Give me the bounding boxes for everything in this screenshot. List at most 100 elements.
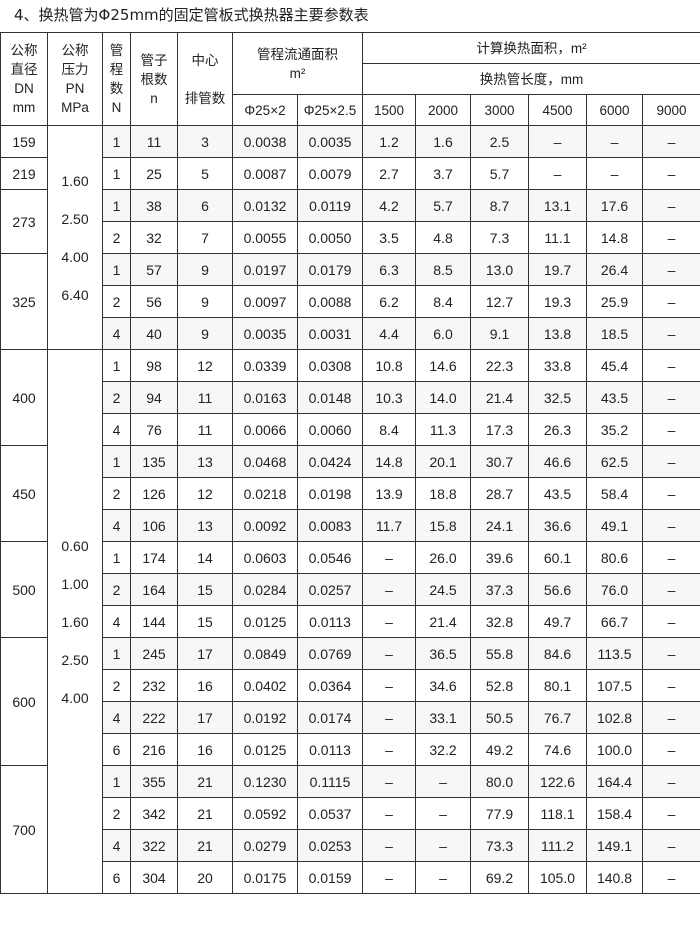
value-cell: 3.7 — [415, 157, 471, 190]
value-cell: 56 — [130, 285, 178, 318]
header-flow-sub: Φ25×2.5 — [297, 94, 363, 126]
value-cell: – — [528, 157, 587, 190]
value-cell: 38 — [130, 189, 178, 222]
value-cell: – — [362, 829, 416, 862]
table-row: 4 76 11 0.0066 0.0060 8.4 11.3 17.3 26.3 35.2– — [1, 413, 700, 446]
value-cell: 12 — [177, 477, 233, 510]
table-row: 159 1.60 2.50 4.00 6.40 1 11 3 0.0038 0.0035 1.2 1.… — [0, 125, 700, 350]
value-cell: 35.2 — [586, 413, 643, 446]
value-cell: 34.6 — [415, 669, 471, 702]
value-cell: 342 — [130, 797, 178, 830]
parameter-table: 公称 直径 DN mm 公称 压力 PN MPa 管 程 数 N 管子 根数 n… — [0, 32, 700, 894]
value-cell: 7 — [177, 221, 233, 254]
value-cell: 3 — [177, 125, 233, 158]
value-cell: 0.0035 — [297, 125, 363, 158]
value-cell: – — [362, 541, 416, 574]
value-cell: 49.2 — [470, 733, 529, 766]
value-cell: – — [362, 637, 416, 670]
value-cell: – — [641, 221, 700, 254]
value-cell: 0.1230 — [232, 765, 298, 798]
value-cell: 0.0083 — [297, 509, 363, 542]
value-cell: – — [362, 573, 416, 606]
value-cell: 0.0308 — [297, 349, 363, 382]
value-cell: – — [415, 797, 471, 830]
value-cell: 0.0537 — [297, 797, 363, 830]
header-dn: 公称 直径 DN mm — [0, 32, 48, 126]
value-cell: 0.0192 — [232, 701, 298, 734]
value-cell: 50.5 — [470, 701, 529, 734]
value-cell: 8.7 — [470, 189, 529, 222]
value-cell: 0.0119 — [297, 189, 363, 222]
value-cell: 17 — [177, 637, 233, 670]
value-cell: 2 — [102, 221, 131, 254]
value-cell: 9 — [177, 285, 233, 318]
value-cell: 11.1 — [528, 221, 587, 254]
pn-cell: 1.60 2.50 4.00 6.40 — [47, 125, 103, 350]
value-cell: 98 — [130, 349, 178, 382]
value-cell: – — [641, 701, 700, 734]
value-cell: 32.2 — [415, 733, 471, 766]
value-cell: 0.0402 — [232, 669, 298, 702]
value-cell: 1.2 — [362, 125, 416, 158]
value-cell: 25.9 — [586, 285, 643, 318]
header-tubes: 管子 根数 n — [130, 32, 178, 126]
table-row: 2 126 12 0.0218 0.0198 13.9 18.8 28.7 43.5 58.4– — [1, 477, 700, 510]
value-cell: 40 — [130, 317, 178, 350]
table-row: 450 1 135 13 0.0468 0.0424 14.8 20.1 30.7 46.6 62.… — [0, 445, 700, 542]
value-cell: – — [641, 637, 700, 670]
value-cell: 57 — [130, 253, 178, 286]
value-cell: 0.0060 — [297, 413, 363, 446]
value-cell: 16 — [177, 669, 233, 702]
table-row: 6 304 20 0.0175 0.0159– –69.2 105.0 140.8– — [1, 861, 700, 894]
value-cell: – — [641, 125, 700, 158]
value-cell: 105.0 — [528, 861, 587, 894]
table-row: 600 1 245 17 0.0849 0.0769–36.5 55.8 84.6 113.5– — [0, 637, 700, 766]
dn-cell: 219 — [0, 157, 48, 190]
header-length-1500: 1500 — [362, 94, 416, 126]
value-cell: 45.4 — [586, 349, 643, 382]
value-cell: – — [641, 605, 700, 638]
table-title: 4、换热管为Φ25mm的固定管板式换热器主要参数表 — [14, 6, 369, 24]
value-cell: 9.1 — [470, 317, 529, 350]
pn-value: 1.60 — [61, 613, 89, 630]
value-cell: 2 — [102, 477, 131, 510]
pn-value: 0.60 — [61, 537, 89, 554]
dn-cell: 450 — [0, 445, 48, 542]
value-cell: 28.7 — [470, 477, 529, 510]
value-cell: 18.8 — [415, 477, 471, 510]
value-cell: 76.0 — [586, 573, 643, 606]
value-cell: 13.9 — [362, 477, 416, 510]
value-cell: 4.4 — [362, 317, 416, 350]
value-cell: 22.3 — [470, 349, 529, 382]
value-cell: – — [362, 733, 416, 766]
value-cell: 80.6 — [586, 541, 643, 574]
value-cell: 12 — [177, 349, 233, 382]
value-cell: 0.0113 — [297, 605, 363, 638]
value-cell: 16 — [177, 733, 233, 766]
value-cell: – — [641, 253, 700, 286]
value-cell: 17 — [177, 701, 233, 734]
value-cell: 14.8 — [362, 445, 416, 478]
value-cell: – — [362, 605, 416, 638]
value-cell: 21.4 — [415, 605, 471, 638]
value-cell: 5.7 — [415, 189, 471, 222]
value-cell: – — [641, 445, 700, 478]
value-cell: 1 — [102, 765, 131, 798]
value-cell: 17.3 — [470, 413, 529, 446]
value-cell: 0.0603 — [232, 541, 298, 574]
value-cell: 24.1 — [470, 509, 529, 542]
value-cell: 126 — [130, 477, 178, 510]
value-cell: 32.5 — [528, 381, 587, 414]
value-cell: 0.0163 — [232, 381, 298, 414]
value-cell: 18.5 — [586, 317, 643, 350]
value-cell: 4 — [102, 701, 131, 734]
value-cell: 19.3 — [528, 285, 587, 318]
table-row: 4 40 9 0.0035 0.0031 4.4 6.0 9.1 13.8 18.5– — [1, 317, 700, 350]
value-cell: 232 — [130, 669, 178, 702]
table-row: 4 322 21 0.0279 0.0253– –73.3 111.2 149.1– — [1, 829, 700, 862]
value-cell: – — [641, 189, 700, 222]
header-flow-sub: Φ25×2 — [232, 94, 298, 126]
value-cell: 1 — [102, 125, 131, 158]
value-cell: 158.4 — [586, 797, 643, 830]
value-cell: 73.3 — [470, 829, 529, 862]
